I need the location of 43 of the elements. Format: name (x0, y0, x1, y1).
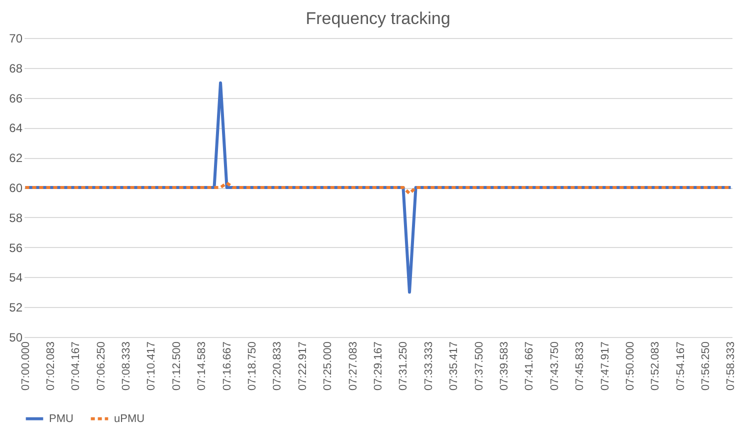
x-tick-label: 07:54.167 (674, 342, 687, 390)
x-tick-label: 07:14.583 (196, 342, 208, 390)
y-tick-label: 60 (9, 181, 23, 195)
legend-label: PMU (49, 412, 74, 425)
x-tick-label: 07:16.667 (221, 342, 234, 390)
x-tick-label: 07:41.667 (524, 342, 536, 390)
y-tick-label: 70 (9, 32, 23, 46)
x-tick-label: 07:02.083 (44, 342, 57, 390)
x-tick-label: 07:27.083 (347, 342, 360, 390)
y-tick-label: 56 (9, 240, 23, 255)
x-tick-label: 07:12.500 (170, 342, 183, 390)
x-tick-label: 07:56.250 (700, 342, 712, 390)
x-tick-label: 07:35.417 (448, 342, 460, 390)
x-tick-label: 07:06.250 (95, 342, 108, 390)
x-tick-label: 07:50.000 (624, 342, 636, 390)
x-tick-label: 07:47.917 (599, 342, 612, 390)
x-tick-label: 07:18.750 (246, 342, 259, 390)
x-tick-label: 07:52.083 (650, 342, 662, 390)
x-tick-label: 07:45.833 (574, 342, 586, 390)
x-tick-label: 07:29.167 (372, 342, 384, 390)
y-tick-label: 62 (9, 151, 23, 166)
legend-label: uPMU (114, 412, 145, 425)
x-tick-label: 07:43.750 (548, 342, 561, 390)
chart-title: Frequency tracking (306, 9, 450, 28)
y-tick-label: 64 (9, 121, 23, 136)
y-tick-label: 52 (9, 300, 23, 315)
y-tick-label: 50 (9, 330, 23, 344)
x-tick-label: 07:39.583 (498, 342, 510, 390)
y-tick-label: 68 (9, 61, 23, 76)
x-tick-label: 07:37.500 (473, 342, 486, 390)
x-tick-label: 07:58.333 (725, 342, 738, 390)
y-tick-label: 58 (9, 210, 23, 225)
x-tick-label: 07:25.000 (322, 342, 334, 390)
x-tick-label: 07:31.250 (398, 342, 410, 390)
y-tick-label: 54 (9, 270, 23, 285)
x-tick-label: 07:00.000 (20, 342, 32, 390)
x-tick-label: 07:22.917 (296, 342, 309, 390)
x-tick-label: 07:04.167 (70, 342, 82, 390)
x-tick-label: 07:08.333 (120, 342, 133, 390)
y-tick-label: 66 (9, 91, 23, 106)
x-tick-label: 07:20.833 (272, 342, 284, 390)
x-tick-label: 07:33.333 (422, 342, 435, 390)
x-tick-label: 07:10.417 (146, 342, 158, 390)
